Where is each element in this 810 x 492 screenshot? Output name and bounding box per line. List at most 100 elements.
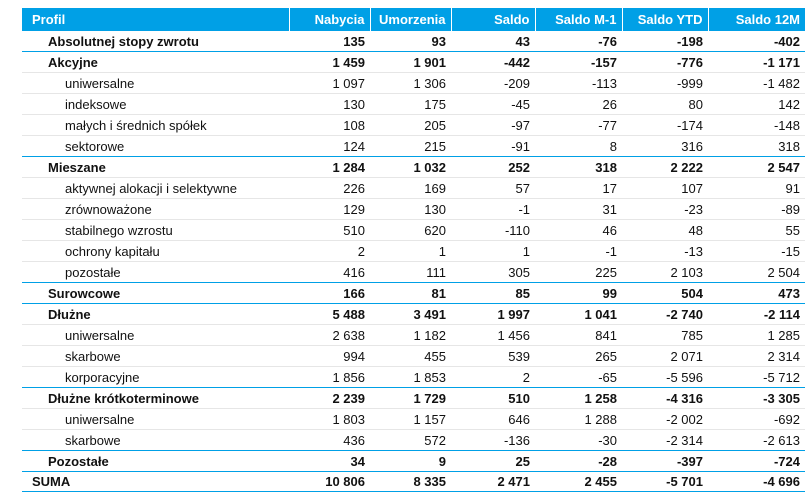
row-label: pozostałe bbox=[22, 261, 289, 283]
subcategory-row: uniwersalne 1 097 1 306 -209 -113 -999 -1 482 bbox=[22, 72, 805, 94]
subcategory-row: stabilnego wzrostu 510 620 -110 46 48 55 bbox=[22, 219, 805, 241]
category-row: Dłużne krótkoterminowe 2 239 1 729 510 1 258… bbox=[22, 387, 805, 409]
row-label: SUMA bbox=[22, 471, 289, 492]
cell-umorzenia: 1 306 bbox=[370, 72, 451, 94]
cell-umorzenia: 1 729 bbox=[370, 387, 451, 409]
cell-nabycia: 416 bbox=[289, 261, 370, 283]
cell-umorzenia: 169 bbox=[370, 177, 451, 199]
cell-umorzenia: 1 853 bbox=[370, 366, 451, 388]
cell-saldo: 1 456 bbox=[451, 324, 535, 346]
cell-saldo-m1: -76 bbox=[598, 33, 617, 49]
cell-saldo: 2 bbox=[451, 366, 535, 388]
cell-saldo-12m: 2 547 bbox=[708, 156, 805, 178]
header-nabycia: Nabycia bbox=[289, 8, 371, 31]
cell-saldo-m1: 26 bbox=[535, 93, 622, 115]
cell-saldo-m1: 2 455 bbox=[535, 471, 622, 492]
cell-saldo-12m: -1 482 bbox=[708, 72, 805, 94]
cell-saldo-m1: -1 bbox=[535, 240, 622, 262]
cell-umorzenia: 205 bbox=[370, 114, 451, 136]
cell-saldo-12m: 91 bbox=[708, 177, 805, 199]
cell-saldo-12m: 2 504 bbox=[708, 261, 805, 283]
row-label: indeksowe bbox=[22, 93, 289, 115]
subcategory-row: skarbowe 436 572 -136 -30 -2 314 -2 613 bbox=[22, 429, 805, 451]
cell-umorzenia: 3 491 bbox=[370, 303, 451, 325]
cell-saldo: 43 bbox=[515, 33, 530, 49]
cell-saldo: 539 bbox=[451, 345, 535, 367]
cell-saldo-m1: 31 bbox=[535, 198, 622, 220]
row-label: skarbowe bbox=[22, 345, 289, 367]
cell-saldo-ytd: 785 bbox=[622, 324, 708, 346]
header-saldo: Saldo bbox=[451, 8, 536, 31]
cell-nabycia: 166 bbox=[289, 282, 370, 304]
cell-nabycia: 10 806 bbox=[289, 471, 370, 492]
cell-saldo-ytd: 2 222 bbox=[622, 156, 708, 178]
cell-umorzenia: 175 bbox=[370, 93, 451, 115]
cell-saldo-12m: -724 bbox=[708, 450, 805, 472]
row-label: uniwersalne bbox=[22, 324, 289, 346]
cell-saldo-m1: 318 bbox=[535, 156, 622, 178]
cell-saldo-ytd: 2 071 bbox=[622, 345, 708, 367]
cell-saldo: -91 bbox=[451, 135, 535, 157]
cell-saldo: -97 bbox=[451, 114, 535, 136]
cell-nabycia: 510 bbox=[289, 219, 370, 241]
cell-nabycia: 994 bbox=[289, 345, 370, 367]
cell-saldo-m1: 46 bbox=[535, 219, 622, 241]
cell-saldo: -209 bbox=[451, 72, 535, 94]
cell-saldo-12m: -1 171 bbox=[708, 51, 805, 73]
cell-saldo-ytd: -23 bbox=[622, 198, 708, 220]
subcategory-row: aktywnej alokacji i selektywne 226 169 57 17… bbox=[22, 177, 805, 199]
cell-saldo-ytd: 504 bbox=[622, 282, 708, 304]
cell-saldo-m1: -30 bbox=[535, 429, 622, 451]
header-saldo-m1: Saldo M-1 bbox=[535, 8, 623, 31]
cell-saldo: 25 bbox=[451, 450, 535, 472]
cell-nabycia: 1 459 bbox=[289, 51, 370, 73]
cell-umorzenia: 455 bbox=[370, 345, 451, 367]
row-label: Dłużne bbox=[22, 303, 289, 325]
cell-saldo-ytd: -397 bbox=[622, 450, 708, 472]
header-saldo-12m: Saldo 12M bbox=[708, 8, 805, 31]
cell-saldo-m1: 225 bbox=[535, 261, 622, 283]
cell-nabycia: 5 488 bbox=[289, 303, 370, 325]
cell-umorzenia: 130 bbox=[370, 198, 451, 220]
cell-saldo-ytd: -999 bbox=[622, 72, 708, 94]
cell-saldo-12m: -4 696 bbox=[708, 471, 805, 492]
row-label: Pozostałe bbox=[22, 450, 289, 472]
row-label: stabilnego wzrostu bbox=[22, 219, 289, 241]
cell-saldo-ytd: -13 bbox=[622, 240, 708, 262]
category-row: Surowcowe 166 81 85 99 504 473 bbox=[22, 282, 805, 304]
cell-umorzenia: 8 335 bbox=[370, 471, 451, 492]
row-label: ochrony kapitału bbox=[22, 240, 289, 262]
cell-saldo-12m: -2 613 bbox=[708, 429, 805, 451]
cell-saldo-m1: -77 bbox=[535, 114, 622, 136]
row-label: sektorowe bbox=[22, 135, 289, 157]
cell-saldo-m1: 1 258 bbox=[535, 387, 622, 409]
cell-saldo: 57 bbox=[451, 177, 535, 199]
cell-saldo: 252 bbox=[451, 156, 535, 178]
cell-saldo-m1: -28 bbox=[535, 450, 622, 472]
cell-saldo-ytd: -2 002 bbox=[622, 408, 708, 430]
cell-saldo: 2 471 bbox=[451, 471, 535, 492]
cell-saldo-ytd: -776 bbox=[622, 51, 708, 73]
cell-umorzenia: 215 bbox=[370, 135, 451, 157]
cell-saldo-ytd: 48 bbox=[622, 219, 708, 241]
cell-saldo-ytd: -2 740 bbox=[622, 303, 708, 325]
category-row: Dłużne 5 488 3 491 1 997 1 041 -2 740 -2 114 bbox=[22, 303, 805, 325]
cell-nabycia: 2 bbox=[289, 240, 370, 262]
row-label: uniwersalne bbox=[22, 72, 289, 94]
cell-saldo-12m: -2 114 bbox=[708, 303, 805, 325]
cell-saldo-12m: 2 314 bbox=[708, 345, 805, 367]
row-label: Mieszane bbox=[22, 156, 289, 178]
subcategory-row: uniwersalne 2 638 1 182 1 456 841 785 1 285 bbox=[22, 324, 805, 346]
cell-nabycia: 1 284 bbox=[289, 156, 370, 178]
row-label: skarbowe bbox=[22, 429, 289, 451]
cell-saldo-m1: 17 bbox=[535, 177, 622, 199]
header-row: Profil Nabycia Umorzenia Saldo Saldo M-1… bbox=[22, 8, 805, 31]
cell-saldo-12m: -15 bbox=[708, 240, 805, 262]
cell-saldo-m1: -157 bbox=[535, 51, 622, 73]
cell-umorzenia: 620 bbox=[370, 219, 451, 241]
cell-umorzenia: 1 032 bbox=[370, 156, 451, 178]
cell-umorzenia: 1 bbox=[370, 240, 451, 262]
cell-saldo-ytd: -5 596 bbox=[622, 366, 708, 388]
cell-nabycia: 2 239 bbox=[289, 387, 370, 409]
row-label: Akcyjne bbox=[22, 51, 289, 73]
